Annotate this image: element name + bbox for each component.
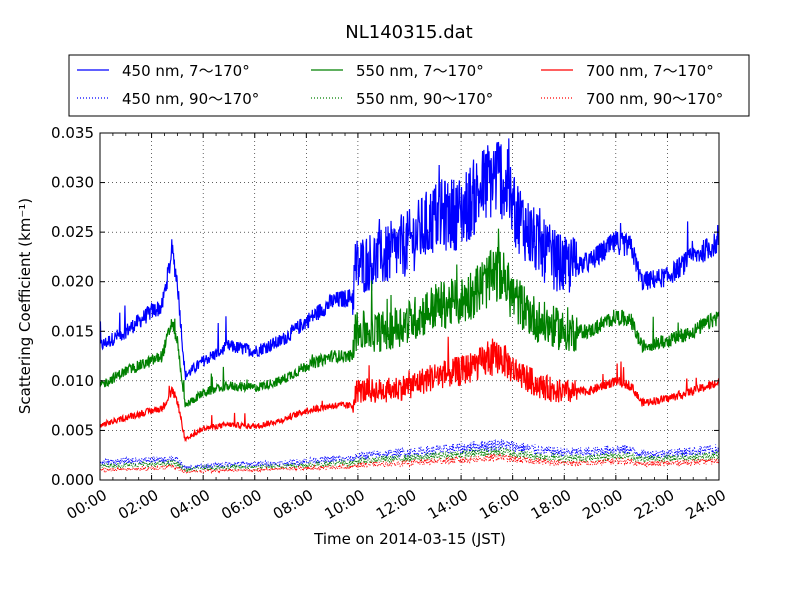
y-tick-label: 0.020: [51, 273, 94, 291]
series-line-5: [100, 446, 719, 473]
x-tick-label: 08:00: [270, 486, 316, 523]
legend-label: 450 nm, 90～170°: [122, 90, 259, 108]
x-tick-label: 20:00: [579, 486, 625, 523]
legend-label: 550 nm, 7～170°: [356, 62, 484, 80]
x-tick-label: 02:00: [115, 486, 161, 523]
y-tick-label: 0.035: [51, 124, 94, 142]
y-tick-label: 0.025: [51, 223, 94, 241]
ticks: [99, 132, 720, 481]
y-tick-label: 0.030: [51, 174, 94, 192]
series-line-3: [100, 336, 719, 443]
x-tick-labels: 00:00 02:00 04:00 06:00 08:00 10:00 12:00 14:00…: [64, 486, 729, 523]
series-line-1: [100, 138, 719, 381]
series-line-6: [100, 453, 719, 475]
series-line-2: [100, 228, 719, 408]
legend-label: 700 nm, 90～170°: [586, 90, 723, 108]
y-axis-label: Scattering Coefficient (km⁻¹): [16, 198, 34, 414]
series-layer: [100, 138, 719, 475]
x-tick-label: 04:00: [167, 486, 213, 523]
x-tick-label: 22:00: [631, 486, 677, 523]
x-tick-label: 10:00: [321, 486, 367, 523]
y-tick-label: 0.015: [51, 322, 94, 340]
x-tick-label: 16:00: [476, 486, 522, 523]
legend: 450 nm, 7～170° 550 nm, 7～170° 700 nm, 7～17…: [68, 54, 750, 117]
x-tick-label: 14:00: [425, 486, 471, 523]
y-tick-labels: 0.000 0.005 0.010 0.015 0.020 0.025 0.030 0.035: [51, 124, 94, 489]
x-tick-label: 24:00: [683, 486, 729, 523]
x-tick-label: 18:00: [528, 486, 574, 523]
chart-title: NL140315.dat: [345, 22, 472, 43]
y-tick-label: 0.000: [51, 471, 94, 489]
x-tick-label: 00:00: [64, 486, 110, 523]
x-tick-label: 12:00: [373, 486, 419, 523]
y-tick-label: 0.010: [51, 372, 94, 390]
legend-label: 450 nm, 7～170°: [122, 62, 250, 80]
y-tick-label: 0.005: [51, 421, 94, 439]
legend-label: 550 nm, 90～170°: [356, 90, 493, 108]
series-line-4: [100, 439, 719, 471]
legend-frame: [68, 54, 750, 117]
x-axis-label: Time on 2014-03-15 (JST): [313, 530, 506, 548]
legend-label: 700 nm, 7～170°: [586, 62, 714, 80]
x-tick-label: 06:00: [218, 486, 264, 523]
